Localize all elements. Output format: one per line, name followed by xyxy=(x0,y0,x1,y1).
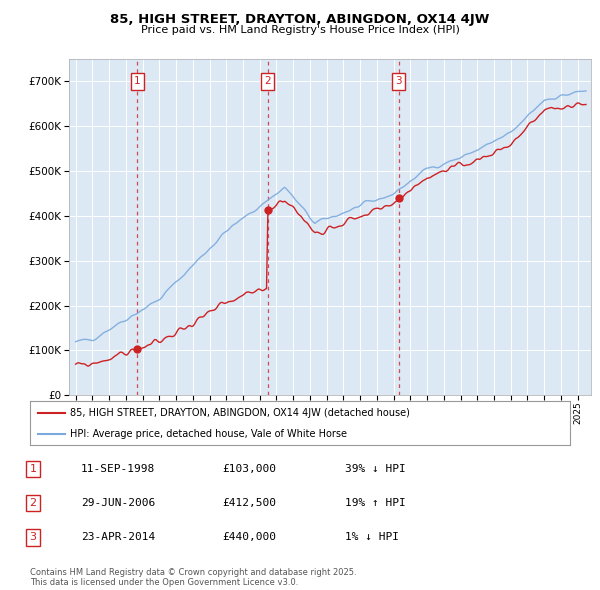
Text: Contains HM Land Registry data © Crown copyright and database right 2025.
This d: Contains HM Land Registry data © Crown c… xyxy=(30,568,356,587)
Text: 39% ↓ HPI: 39% ↓ HPI xyxy=(345,464,406,474)
Text: 1: 1 xyxy=(29,464,37,474)
Text: £440,000: £440,000 xyxy=(222,533,276,542)
Text: 3: 3 xyxy=(29,533,37,542)
Text: 85, HIGH STREET, DRAYTON, ABINGDON, OX14 4JW (detached house): 85, HIGH STREET, DRAYTON, ABINGDON, OX14… xyxy=(71,408,410,418)
Text: 85, HIGH STREET, DRAYTON, ABINGDON, OX14 4JW: 85, HIGH STREET, DRAYTON, ABINGDON, OX14… xyxy=(110,13,490,26)
Text: HPI: Average price, detached house, Vale of White Horse: HPI: Average price, detached house, Vale… xyxy=(71,430,347,440)
Text: Price paid vs. HM Land Registry's House Price Index (HPI): Price paid vs. HM Land Registry's House … xyxy=(140,25,460,35)
Text: 23-APR-2014: 23-APR-2014 xyxy=(81,533,155,542)
Text: 3: 3 xyxy=(395,77,402,86)
Text: 2: 2 xyxy=(265,77,271,86)
Text: £412,500: £412,500 xyxy=(222,499,276,508)
Text: 1% ↓ HPI: 1% ↓ HPI xyxy=(345,533,399,542)
Text: 19% ↑ HPI: 19% ↑ HPI xyxy=(345,499,406,508)
Text: 1: 1 xyxy=(134,77,141,86)
Text: 11-SEP-1998: 11-SEP-1998 xyxy=(81,464,155,474)
Text: £103,000: £103,000 xyxy=(222,464,276,474)
Text: 29-JUN-2006: 29-JUN-2006 xyxy=(81,499,155,508)
Text: 2: 2 xyxy=(29,499,37,508)
